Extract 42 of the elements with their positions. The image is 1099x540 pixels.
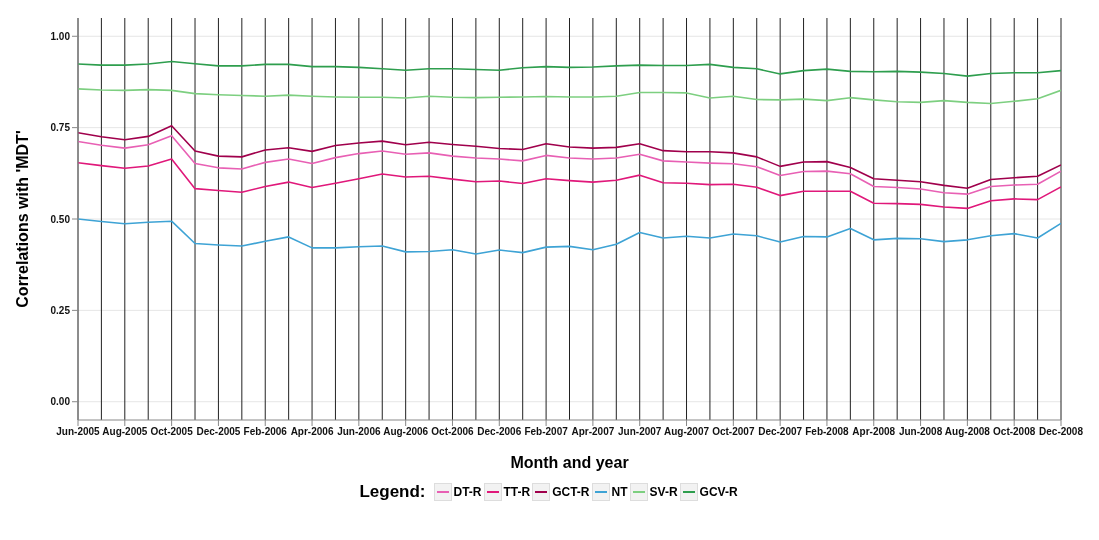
x-tick-label: Feb-2007 xyxy=(524,426,569,438)
x-tick-label: Feb-2006 xyxy=(243,426,288,438)
x-tick-label: Oct-2006 xyxy=(431,426,475,438)
line-series xyxy=(78,158,1061,210)
legend-label: SV-R xyxy=(648,484,678,501)
x-tick-label: Aug-2006 xyxy=(383,426,429,438)
line-series xyxy=(78,218,1061,255)
y-axis-title: Correlations with 'MDT' xyxy=(13,130,31,308)
line-series xyxy=(78,88,1061,105)
y-tick-label: 1.00 xyxy=(50,30,71,42)
x-tick-label: Feb-2008 xyxy=(805,426,850,438)
x-tick-label: Jun-2006 xyxy=(337,426,381,438)
x-axis-title: Month and year xyxy=(510,454,629,471)
y-tick-label: 0.00 xyxy=(50,396,71,408)
legend-label: DT-R xyxy=(452,484,482,501)
x-tick-label: Aug-2008 xyxy=(944,426,991,438)
x-tick-label: Oct-2008 xyxy=(993,426,1036,438)
y-tick-label: 0.50 xyxy=(50,213,71,225)
x-tick-label: Apr-2008 xyxy=(852,426,896,438)
x-tick-label: Jun-2008 xyxy=(898,426,943,438)
y-tick-label: 0.25 xyxy=(50,304,71,316)
x-tick-label: Dec-2007 xyxy=(758,426,803,438)
x-tick-label: Dec-2006 xyxy=(477,426,522,438)
legend-label: TT-R xyxy=(502,484,531,501)
legend-label: GCT-R xyxy=(551,484,590,501)
legend-title: Legend: xyxy=(359,482,426,502)
x-tick-label: Apr-2006 xyxy=(290,426,334,438)
x-tick-label: Apr-2007 xyxy=(571,426,615,438)
x-tick-label: Aug-2005 xyxy=(102,426,148,438)
x-tick-label: Jun-2005 xyxy=(56,426,101,438)
line-series xyxy=(78,134,1061,195)
legend-label: NT xyxy=(610,484,628,501)
x-tick-label: Oct-2005 xyxy=(150,426,194,438)
x-tick-label: Dec-2008 xyxy=(1039,426,1084,438)
line-series xyxy=(78,60,1061,77)
x-tick-label: Dec-2005 xyxy=(196,426,241,438)
x-tick-label: Jun-2007 xyxy=(618,426,662,438)
legend-label: GCV-R xyxy=(698,484,738,501)
x-tick-label: Aug-2007 xyxy=(664,426,710,438)
y-tick-label: 0.75 xyxy=(50,122,71,134)
x-tick-label: Oct-2007 xyxy=(712,426,755,438)
line-series xyxy=(78,125,1061,190)
